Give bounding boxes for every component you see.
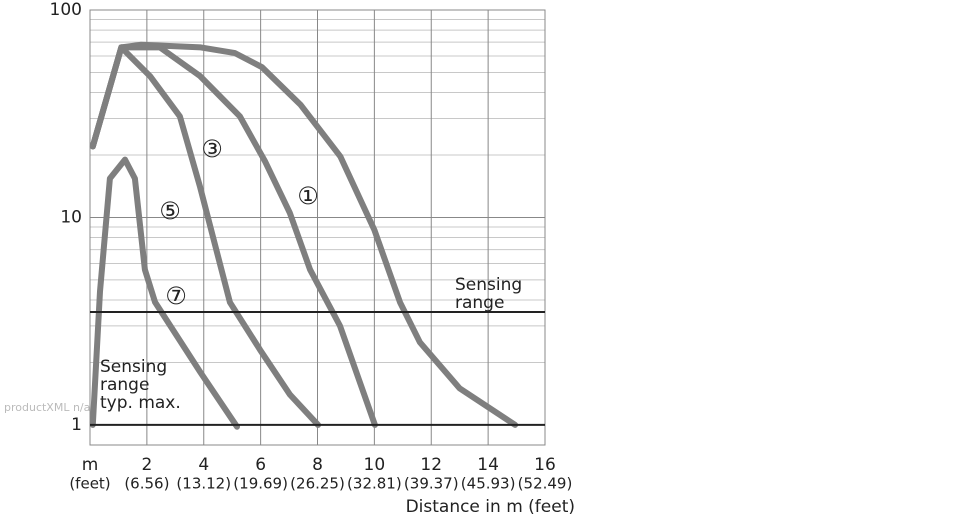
x-tick-feet: (13.12): [176, 475, 231, 493]
labels: 1 10 100 m(feet) 2(6.56) 4(13.12) 6(19.69) 8(26…: [50, 0, 573, 493]
curve-label: ①: [297, 182, 319, 210]
x-tick-feet: (32.81): [347, 475, 402, 493]
x-tick-feet: (45.93): [461, 475, 516, 493]
curves: [89, 41, 545, 430]
x-tick-label: 12: [420, 455, 442, 475]
x-tick-feet: (feet): [69, 475, 110, 493]
x-tick-label: 4: [198, 455, 209, 475]
curve: [89, 156, 240, 430]
curve-label: ⑤: [159, 197, 181, 225]
x-tick-label: 2: [141, 455, 152, 475]
x-tick-label: 10: [364, 455, 386, 475]
x-tick-label: m: [82, 455, 99, 475]
reference-label: range: [100, 375, 149, 395]
x-tick-label: 14: [477, 455, 499, 475]
reference-label: typ. max.: [100, 393, 181, 413]
x-tick-label: 8: [312, 455, 323, 475]
watermark: productXML n/a: [4, 401, 90, 414]
x-tick-feet: (39.37): [404, 475, 459, 493]
grid: [89, 9, 546, 446]
y-tick-label: 100: [50, 0, 82, 20]
curve-label: ⑦: [165, 282, 187, 310]
curve: [89, 44, 378, 428]
x-tick-feet: (19.69): [233, 475, 288, 493]
x-axis-title: Distance in m (feet): [406, 497, 575, 517]
reference-label: Sensing: [455, 275, 522, 295]
y-tick-label: 1: [71, 415, 82, 435]
y-tick-label: 10: [60, 207, 82, 227]
curve-label: ③: [201, 135, 223, 163]
reference-label: Sensing: [100, 357, 167, 377]
plot-frame: [89, 9, 546, 446]
x-tick-feet: (52.49): [518, 475, 573, 493]
curve: [89, 44, 322, 428]
x-tick-feet: (6.56): [124, 475, 169, 493]
x-tick-label: 16: [534, 455, 556, 475]
x-tick-label: 6: [255, 455, 266, 475]
x-tick-feet: (26.25): [290, 475, 345, 493]
reference-label: range: [455, 293, 504, 313]
